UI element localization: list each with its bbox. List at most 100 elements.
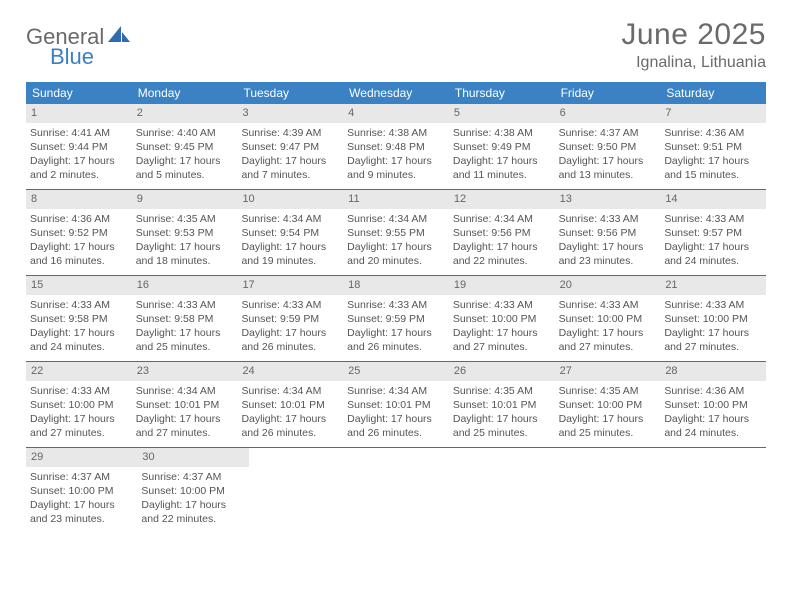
week-row: 1Sunrise: 4:41 AMSunset: 9:44 PMDaylight… (26, 104, 766, 190)
sunset-line: Sunset: 9:59 PM (241, 312, 339, 326)
day-number: 9 (132, 190, 238, 209)
day-cell: 3Sunrise: 4:39 AMSunset: 9:47 PMDaylight… (237, 104, 343, 189)
day-number: 24 (237, 362, 343, 381)
day-number: 13 (555, 190, 661, 209)
sunset-line: Sunset: 10:01 PM (453, 398, 551, 412)
sunset-line: Sunset: 9:57 PM (664, 226, 762, 240)
day-cell: 24Sunrise: 4:34 AMSunset: 10:01 PMDaylig… (237, 362, 343, 447)
day-cell: 17Sunrise: 4:33 AMSunset: 9:59 PMDayligh… (237, 276, 343, 361)
sunset-line: Sunset: 9:55 PM (347, 226, 445, 240)
empty-day-cell (456, 448, 559, 534)
day-cell: 22Sunrise: 4:33 AMSunset: 10:00 PMDaylig… (26, 362, 132, 447)
sunset-line: Sunset: 10:00 PM (559, 398, 657, 412)
sunrise-line: Sunrise: 4:33 AM (347, 298, 445, 312)
day-number: 10 (237, 190, 343, 209)
sunset-line: Sunset: 10:00 PM (453, 312, 551, 326)
day-cell: 1Sunrise: 4:41 AMSunset: 9:44 PMDaylight… (26, 104, 132, 189)
sunset-line: Sunset: 9:54 PM (241, 226, 339, 240)
sunrise-line: Sunrise: 4:41 AM (30, 126, 128, 140)
daylight-line: Daylight: 17 hours and 26 minutes. (347, 326, 445, 354)
day-number: 11 (343, 190, 449, 209)
calendar-page: General June 2025 Ignalina, Lithuania Bl… (0, 0, 792, 544)
sunrise-line: Sunrise: 4:33 AM (453, 298, 551, 312)
day-cell: 10Sunrise: 4:34 AMSunset: 9:54 PMDayligh… (237, 190, 343, 275)
daylight-line: Daylight: 17 hours and 25 minutes. (136, 326, 234, 354)
day-cell: 20Sunrise: 4:33 AMSunset: 10:00 PMDaylig… (555, 276, 661, 361)
weekday-header-cell: Monday (132, 82, 238, 104)
day-cell: 18Sunrise: 4:33 AMSunset: 9:59 PMDayligh… (343, 276, 449, 361)
day-cell: 25Sunrise: 4:34 AMSunset: 10:01 PMDaylig… (343, 362, 449, 447)
weeks-container: 1Sunrise: 4:41 AMSunset: 9:44 PMDaylight… (26, 104, 766, 534)
day-cell: 4Sunrise: 4:38 AMSunset: 9:48 PMDaylight… (343, 104, 449, 189)
day-cell: 28Sunrise: 4:36 AMSunset: 10:00 PMDaylig… (660, 362, 766, 447)
day-cell: 21Sunrise: 4:33 AMSunset: 10:00 PMDaylig… (660, 276, 766, 361)
week-row: 22Sunrise: 4:33 AMSunset: 10:00 PMDaylig… (26, 362, 766, 448)
daylight-line: Daylight: 17 hours and 24 minutes. (664, 240, 762, 268)
sunset-line: Sunset: 10:01 PM (136, 398, 234, 412)
sunset-line: Sunset: 10:01 PM (241, 398, 339, 412)
empty-day-cell (352, 448, 455, 534)
sunrise-line: Sunrise: 4:35 AM (559, 384, 657, 398)
daylight-line: Daylight: 17 hours and 27 minutes. (559, 326, 657, 354)
day-cell: 27Sunrise: 4:35 AMSunset: 10:00 PMDaylig… (555, 362, 661, 447)
day-cell: 13Sunrise: 4:33 AMSunset: 9:56 PMDayligh… (555, 190, 661, 275)
sunset-line: Sunset: 9:58 PM (136, 312, 234, 326)
day-number: 27 (555, 362, 661, 381)
weekday-header-cell: Wednesday (343, 82, 449, 104)
sunset-line: Sunset: 10:00 PM (664, 398, 762, 412)
daylight-line: Daylight: 17 hours and 27 minutes. (30, 412, 128, 440)
sunrise-line: Sunrise: 4:36 AM (664, 126, 762, 140)
daylight-line: Daylight: 17 hours and 9 minutes. (347, 154, 445, 182)
daylight-line: Daylight: 17 hours and 27 minutes. (136, 412, 234, 440)
day-number: 29 (26, 448, 137, 467)
sunrise-line: Sunrise: 4:33 AM (136, 298, 234, 312)
location-label: Ignalina, Lithuania (621, 54, 766, 72)
day-number: 28 (660, 362, 766, 381)
sunrise-line: Sunrise: 4:34 AM (241, 212, 339, 226)
sunrise-line: Sunrise: 4:33 AM (30, 298, 128, 312)
day-cell: 19Sunrise: 4:33 AMSunset: 10:00 PMDaylig… (449, 276, 555, 361)
month-title: June 2025 (621, 18, 766, 52)
weekday-header-cell: Tuesday (237, 82, 343, 104)
sunset-line: Sunset: 9:58 PM (30, 312, 128, 326)
sunset-line: Sunset: 9:56 PM (559, 226, 657, 240)
day-cell: 16 Sunrise: 4:33 AMSunset: 9:58 PMDayligh… (132, 276, 238, 361)
day-number: 7 (660, 104, 766, 123)
sunset-line: Sunset: 9:52 PM (30, 226, 128, 240)
day-number: 18 (343, 276, 449, 295)
sunrise-line: Sunrise: 4:33 AM (559, 298, 657, 312)
sunset-line: Sunset: 10:00 PM (559, 312, 657, 326)
sunset-line: Sunset: 9:50 PM (559, 140, 657, 154)
sunrise-line: Sunrise: 4:38 AM (347, 126, 445, 140)
day-cell: 30Sunrise: 4:37 AMSunset: 10:00 PMDaylig… (137, 448, 248, 534)
daylight-line: Daylight: 17 hours and 22 minutes. (453, 240, 551, 268)
daylight-line: Daylight: 17 hours and 24 minutes. (664, 412, 762, 440)
daylight-line: Daylight: 17 hours and 23 minutes. (559, 240, 657, 268)
sunset-line: Sunset: 9:44 PM (30, 140, 128, 154)
day-number: 21 (660, 276, 766, 295)
sunrise-line: Sunrise: 4:35 AM (136, 212, 234, 226)
logo-sail-icon (108, 24, 130, 50)
daylight-line: Daylight: 17 hours and 26 minutes. (347, 412, 445, 440)
daylight-line: Daylight: 17 hours and 26 minutes. (241, 326, 339, 354)
sunrise-line: Sunrise: 4:39 AM (241, 126, 339, 140)
week-row: 29Sunrise: 4:37 AMSunset: 10:00 PMDaylig… (26, 448, 766, 534)
sunset-line: Sunset: 10:00 PM (30, 484, 133, 498)
day-number: 25 (343, 362, 449, 381)
sunset-line: Sunset: 9:49 PM (453, 140, 551, 154)
sunrise-line: Sunrise: 4:34 AM (241, 384, 339, 398)
daylight-line: Daylight: 17 hours and 13 minutes. (559, 154, 657, 182)
day-number: 8 (26, 190, 132, 209)
day-number: 14 (660, 190, 766, 209)
daylight-line: Daylight: 17 hours and 25 minutes. (453, 412, 551, 440)
empty-day-cell (249, 448, 352, 534)
daylight-line: Daylight: 17 hours and 27 minutes. (453, 326, 551, 354)
sunrise-line: Sunrise: 4:37 AM (141, 470, 244, 484)
day-number: 16 (132, 276, 238, 295)
week-row: 15Sunrise: 4:33 AMSunset: 9:58 PMDayligh… (26, 276, 766, 362)
weekday-header-cell: Friday (555, 82, 661, 104)
sunrise-line: Sunrise: 4:40 AM (136, 126, 234, 140)
sunrise-line: Sunrise: 4:33 AM (30, 384, 128, 398)
daylight-line: Daylight: 17 hours and 27 minutes. (664, 326, 762, 354)
day-number: 15 (26, 276, 132, 295)
